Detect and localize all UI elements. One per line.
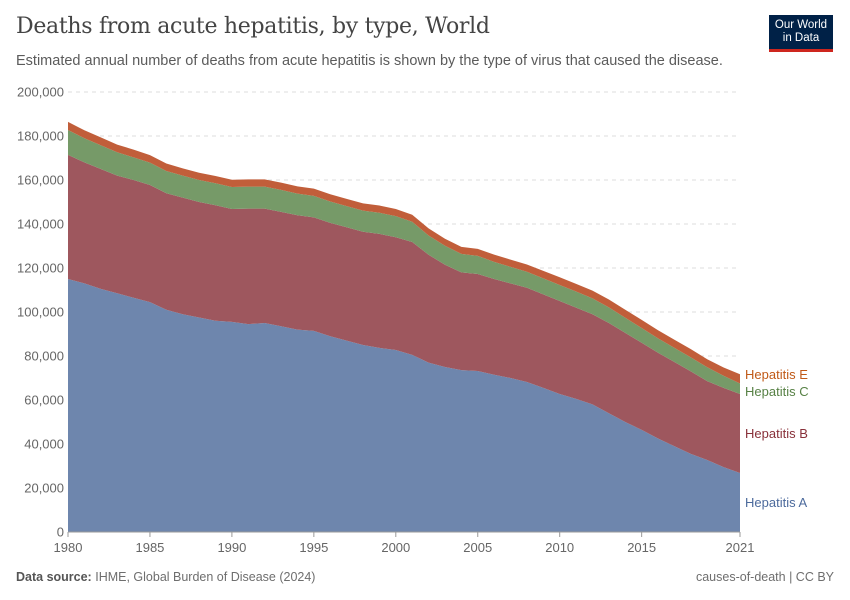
x-tick-label: 1990 bbox=[217, 540, 246, 555]
data-source-link[interactable]: IHME, Global Burden of Disease (2024) bbox=[95, 570, 316, 584]
y-tick-label: 80,000 bbox=[24, 349, 64, 364]
y-tick-label: 100,000 bbox=[17, 305, 64, 320]
logo-line2: in Data bbox=[782, 32, 820, 44]
y-tick-label: 20,000 bbox=[24, 481, 64, 496]
y-tick-label: 40,000 bbox=[24, 437, 64, 452]
x-tick-label: 2021 bbox=[726, 540, 755, 555]
x-tick-label: 1995 bbox=[299, 540, 328, 555]
series-label: Hepatitis C bbox=[745, 384, 809, 399]
x-tick-label: 1980 bbox=[54, 540, 83, 555]
x-tick-label: 2015 bbox=[627, 540, 656, 555]
y-tick-label: 120,000 bbox=[17, 261, 64, 276]
chart-title: Deaths from acute hepatitis, by type, Wo… bbox=[16, 14, 490, 39]
x-tick-label: 2010 bbox=[545, 540, 574, 555]
series-label: Hepatitis A bbox=[745, 495, 807, 510]
data-source: Data source: IHME, Global Burden of Dise… bbox=[16, 570, 315, 584]
logo-line1: Our World bbox=[774, 19, 828, 31]
footer-license[interactable]: causes-of-death | CC BY bbox=[695, 570, 834, 584]
y-tick-label: 160,000 bbox=[17, 173, 64, 188]
area-hepatitis-a bbox=[68, 279, 740, 532]
series-label: Hepatitis B bbox=[745, 426, 808, 441]
y-tick-label: 60,000 bbox=[24, 393, 64, 408]
y-tick-label: 200,000 bbox=[17, 85, 64, 100]
area-hepatitis-b bbox=[68, 154, 740, 474]
data-source-label: Data source: bbox=[16, 570, 92, 584]
owid-logo[interactable]: Our World in Data bbox=[769, 15, 833, 52]
area-hepatitis-c bbox=[68, 130, 740, 395]
y-tick-label: 180,000 bbox=[17, 129, 64, 144]
series-label: Hepatitis E bbox=[745, 367, 808, 382]
y-tick-label: 0 bbox=[57, 525, 64, 540]
x-tick-label: 2005 bbox=[463, 540, 492, 555]
chart-subtitle: Estimated annual number of deaths from a… bbox=[16, 53, 723, 69]
x-tick-label: 2000 bbox=[381, 540, 410, 555]
y-tick-label: 140,000 bbox=[17, 217, 64, 232]
x-tick-label: 1985 bbox=[135, 540, 164, 555]
